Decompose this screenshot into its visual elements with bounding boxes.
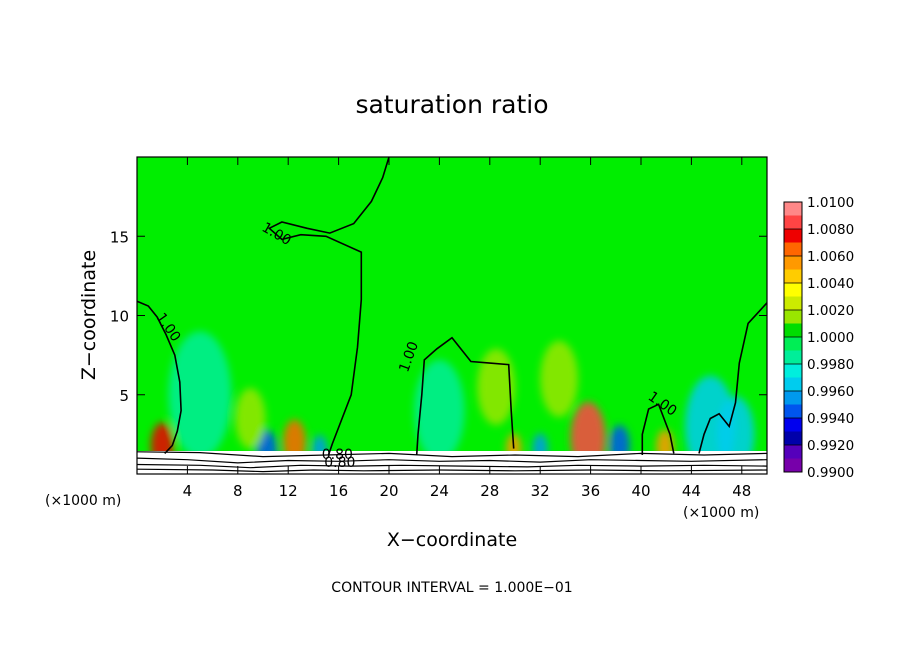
colorbar-swatch-4 [784, 256, 802, 270]
x-tick-label-3: 16 [329, 482, 348, 500]
colorbar-label-7: 0.9960 [807, 384, 854, 400]
colorbar-swatch-10 [784, 337, 802, 351]
x-tick-label-8: 36 [581, 482, 600, 500]
contour-1.00-line-0 [137, 300, 182, 454]
colorbar-swatch-2 [784, 229, 802, 243]
colorbar-label-8: 0.9940 [807, 411, 854, 427]
field-feature-13 [477, 348, 515, 425]
contours-1.00 [137, 157, 767, 456]
x-tick-label-9: 40 [631, 482, 650, 500]
colorbar-swatch-3 [784, 242, 802, 257]
colorbar-label-3: 1.0040 [807, 276, 854, 292]
colorbar-swatch-0 [784, 202, 802, 216]
colorbar-label-9: 0.9920 [807, 438, 854, 454]
colorbar-swatch-5 [784, 269, 802, 284]
x-tick-label-2: 12 [279, 482, 298, 500]
contour-label-5: 0.80 [324, 455, 355, 471]
colorbar-swatch-15 [784, 404, 802, 419]
y-axis-label: Z−coordinate [78, 250, 100, 380]
contour-1.00-line-2 [415, 336, 515, 456]
plot-area: 1.001.001.001.000.800.80 [137, 157, 767, 474]
contour-0.80-line-0 [137, 451, 767, 458]
colorbar-swatch-6 [784, 283, 802, 297]
contour-0.80-line-1 [137, 457, 767, 464]
colorbar-label-6: 0.9980 [807, 357, 854, 373]
colorbar-swatch-18 [784, 445, 802, 459]
contour-1.00-line-4 [698, 302, 767, 454]
colorbar-label-4: 1.0020 [807, 303, 854, 319]
field-feature-15 [235, 388, 266, 449]
x-axis-label: X−coordinate [387, 529, 517, 551]
colorbar-swatch-14 [784, 391, 802, 405]
colorbar-swatch-13 [784, 377, 802, 392]
colorbar-label-1: 1.0080 [807, 222, 854, 238]
colorbar-swatch-19 [784, 458, 802, 473]
colorbar: 1.0100 1.0080 1.0060 1.0040 1.0020 1.0000 0.99… [783, 195, 854, 481]
contour-1.00-line-3 [641, 403, 675, 455]
x-unit-left: (×1000 m) [45, 493, 121, 509]
contour-interval-note: CONTOUR INTERVAL = 1.000E−01 [331, 580, 572, 596]
colorbar-label-2: 1.0060 [807, 249, 854, 265]
colorbar-label-0: 1.0100 [807, 195, 854, 211]
colorbar-swatch-17 [784, 431, 802, 446]
colorbar-swatch-7 [784, 296, 802, 311]
colorbar-label-10: 0.9900 [807, 465, 854, 481]
x-tick-label-6: 28 [480, 482, 499, 500]
colorbar-swatch-11 [784, 350, 802, 365]
field-feature-14 [540, 340, 578, 417]
colorbar-swatch-9 [784, 323, 802, 338]
x-axis-ticks: 4 8 12 16 20 24 28 32 36 40 44 48 [183, 157, 751, 500]
chart-title: saturation ratio [355, 90, 548, 119]
x-tick-label-7: 32 [531, 482, 550, 500]
y-tick-label-0: 5 [119, 387, 129, 405]
colorbar-label-5: 1.0000 [807, 330, 854, 346]
y-tick-label-1: 10 [110, 308, 129, 326]
field-feature-12 [168, 331, 232, 459]
x-unit-right: (×1000 m) [683, 505, 759, 521]
contour-label-4: 0.80 [322, 447, 353, 463]
x-tick-label-5: 24 [430, 482, 449, 500]
colorbar-swatch-12 [784, 364, 802, 378]
y-tick-label-2: 15 [110, 228, 129, 246]
colorbar-swatch-16 [784, 418, 802, 432]
x-tick-label-11: 48 [732, 482, 751, 500]
x-tick-label-0: 4 [183, 482, 193, 500]
x-tick-label-10: 44 [682, 482, 701, 500]
colorbar-swatch-1 [784, 215, 802, 230]
y-axis-ticks: 5 10 15 [110, 228, 767, 405]
contour-0.80-line-2 [137, 463, 767, 469]
colorbar-swatch-8 [784, 310, 802, 324]
x-tick-label-1: 8 [233, 482, 243, 500]
contour-1.00-line-1 [267, 157, 390, 456]
field-feature-11 [414, 359, 465, 462]
x-tick-label-4: 20 [379, 482, 398, 500]
surface-band [137, 451, 767, 474]
